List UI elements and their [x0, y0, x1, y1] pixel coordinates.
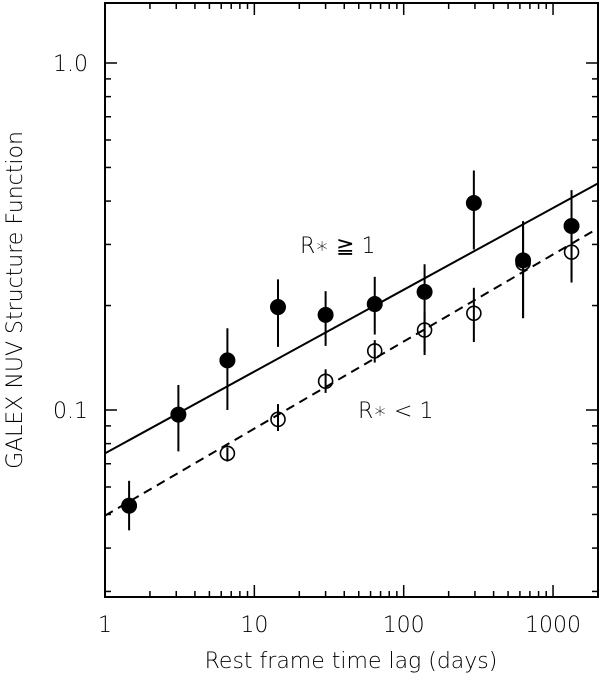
- data-point-filled: [465, 194, 482, 211]
- y-tick-label: 1.0: [53, 52, 88, 77]
- fit-line-solid: [104, 182, 599, 455]
- x-tick-label: 1000: [525, 613, 581, 638]
- x-tick-label: 10: [240, 613, 268, 638]
- fit-line-dashed: [104, 227, 599, 517]
- fit-lines: [104, 182, 599, 517]
- x-axis-title: Rest frame time lag (days): [205, 649, 498, 674]
- x-tick-label: 100: [383, 613, 425, 638]
- data-points: [121, 170, 580, 531]
- data-point-open: [416, 322, 433, 338]
- annotation-r-ge-1: R∗ ≧ 1: [300, 234, 375, 259]
- data-point-filled: [219, 352, 236, 369]
- y-tick-label: 0.1: [53, 399, 88, 424]
- data-point-filled: [317, 306, 334, 323]
- data-point-open: [466, 305, 482, 322]
- data-point-filled: [121, 497, 138, 514]
- x-tick-label: 1: [98, 613, 112, 638]
- tick-labels: 1 10 100 1000 0.1 1.0: [53, 52, 581, 638]
- data-point-filled: [269, 299, 286, 316]
- data-point-open: [563, 244, 580, 260]
- annotation-r-lt-1: R∗ < 1: [358, 399, 433, 424]
- data-point-filled: [170, 406, 187, 423]
- data-point-open: [219, 445, 236, 462]
- data-point-open: [366, 343, 383, 359]
- data-point-filled: [366, 296, 383, 313]
- data-point-open: [270, 411, 286, 428]
- data-point-filled: [416, 283, 433, 300]
- y-axis-title: GALEX NUV Structure Function: [3, 131, 28, 469]
- data-point-open: [515, 255, 531, 271]
- plot-frame: [104, 2, 599, 598]
- data-point-open: [317, 373, 334, 390]
- axis-ticks: [104, 3, 599, 597]
